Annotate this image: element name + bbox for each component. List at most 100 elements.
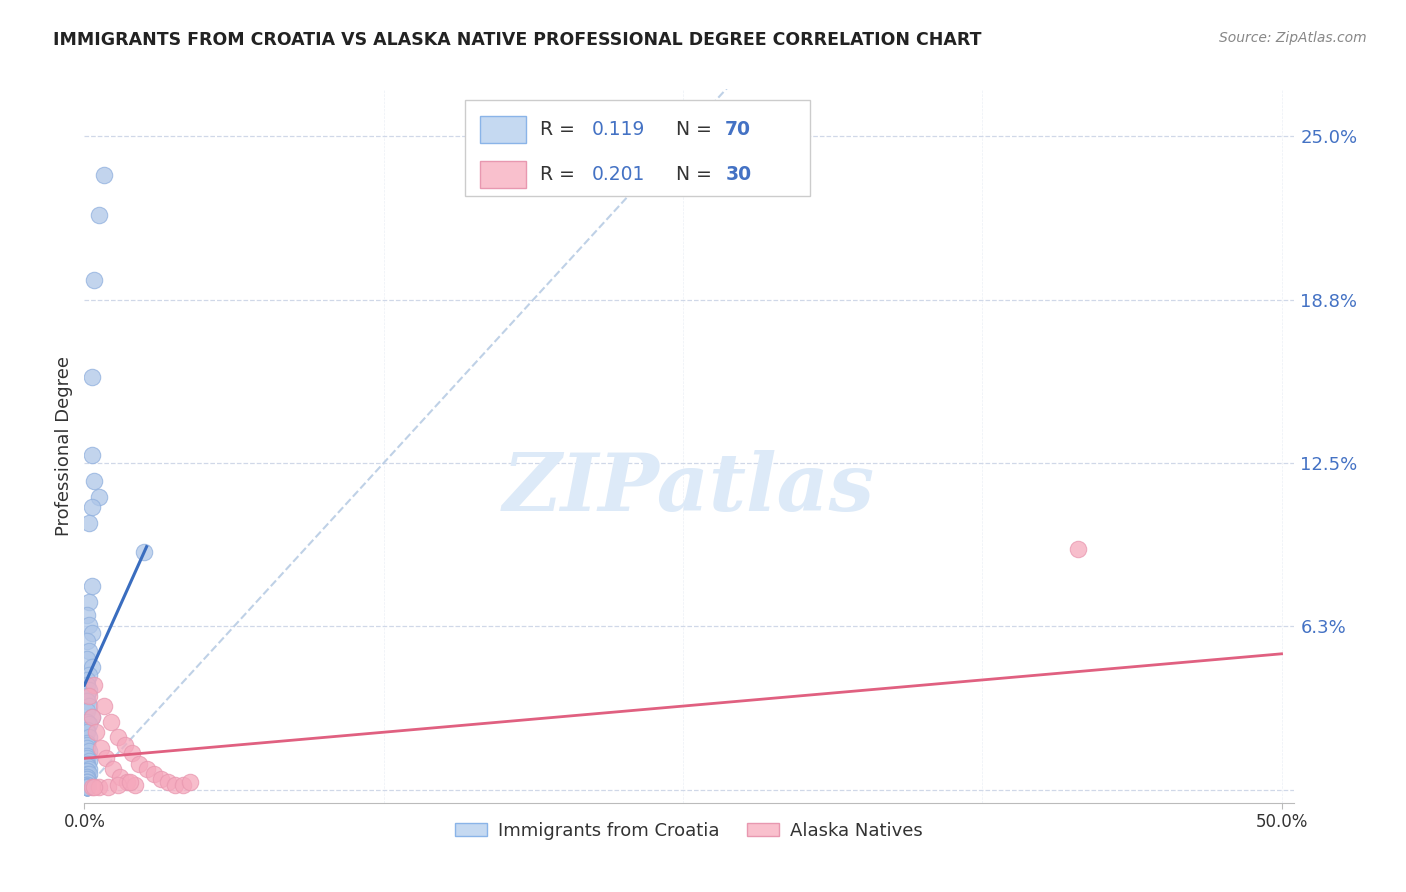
FancyBboxPatch shape [479, 161, 526, 188]
Point [76, 772, 98, 787]
Point [87, 780, 110, 794]
Point [76, 780, 98, 794]
Point [77, 699, 100, 714]
Point [76, 652, 98, 666]
Legend: Immigrants from Croatia, Alaska Natives: Immigrants from Croatia, Alaska Natives [447, 815, 931, 847]
Point [76, 751, 98, 765]
Point [76, 673, 98, 687]
Point [77, 683, 100, 698]
Point [76, 780, 98, 794]
Point [76, 714, 98, 729]
Point [77, 618, 100, 632]
Point [90, 740, 112, 755]
Point [77, 754, 100, 768]
Point [76, 775, 98, 789]
Point [80, 780, 103, 794]
Point [76, 775, 98, 789]
Point [76, 777, 98, 791]
Point [76, 770, 98, 784]
Point [172, 777, 194, 791]
Point [101, 762, 124, 776]
Point [76, 607, 98, 622]
Point [107, 777, 129, 791]
Text: 0.201: 0.201 [592, 165, 645, 185]
Point [76, 780, 98, 794]
Point [76, 780, 98, 794]
Text: 0.119: 0.119 [592, 120, 645, 139]
Point [76, 689, 98, 703]
Point [1067, 542, 1090, 557]
Point [76, 770, 98, 784]
Point [76, 780, 98, 794]
Point [77, 717, 100, 731]
Point [77, 762, 100, 776]
Point [76, 780, 98, 794]
Text: 70: 70 [725, 120, 751, 139]
Text: IMMIGRANTS FROM CROATIA VS ALASKA NATIVE PROFESSIONAL DEGREE CORRELATION CHART: IMMIGRANTS FROM CROATIA VS ALASKA NATIVE… [53, 31, 981, 49]
Point [80, 500, 103, 515]
Point [76, 780, 98, 794]
Point [93, 699, 115, 714]
Point [76, 780, 98, 794]
Point [83, 678, 105, 692]
Point [76, 633, 98, 648]
Point [77, 516, 100, 530]
Point [76, 775, 98, 789]
Point [76, 694, 98, 708]
Point [83, 780, 105, 794]
Point [142, 767, 165, 781]
Point [118, 775, 141, 789]
Point [77, 594, 100, 608]
Point [76, 772, 98, 787]
Point [77, 743, 100, 757]
Point [86, 725, 108, 739]
Point [76, 780, 98, 794]
Point [110, 770, 132, 784]
Point [76, 678, 98, 692]
Point [77, 667, 100, 681]
Point [124, 777, 146, 791]
Point [77, 767, 100, 781]
Point [76, 764, 98, 779]
Point [76, 723, 98, 737]
Point [76, 780, 98, 794]
Point [87, 490, 110, 504]
Text: ZIPatlas: ZIPatlas [503, 450, 875, 527]
Point [93, 169, 115, 183]
Point [76, 759, 98, 773]
Point [76, 780, 98, 794]
Point [114, 739, 136, 753]
Point [76, 777, 98, 791]
Point [76, 767, 98, 781]
Point [76, 704, 98, 718]
Text: R =: R = [540, 120, 581, 139]
Point [80, 369, 103, 384]
Y-axis label: Professional Degree: Professional Degree [55, 356, 73, 536]
Point [76, 777, 98, 791]
Point [76, 739, 98, 753]
Point [77, 644, 100, 658]
Point [76, 759, 98, 773]
Text: Source: ZipAtlas.com: Source: ZipAtlas.com [1219, 31, 1367, 45]
Point [76, 780, 98, 794]
Point [157, 775, 180, 789]
Point [80, 448, 103, 462]
Text: N =: N = [676, 165, 717, 185]
Point [83, 273, 105, 287]
Point [80, 660, 103, 674]
Point [117, 775, 139, 789]
Text: R =: R = [540, 165, 581, 185]
Point [121, 746, 143, 760]
Point [87, 208, 110, 222]
Point [135, 762, 157, 776]
Point [80, 709, 103, 723]
FancyBboxPatch shape [465, 100, 810, 196]
Point [76, 736, 98, 750]
Point [76, 764, 98, 779]
Point [149, 772, 172, 787]
Point [77, 731, 100, 745]
Point [76, 740, 98, 755]
Point [97, 780, 120, 794]
Point [134, 545, 156, 559]
Point [80, 626, 103, 640]
